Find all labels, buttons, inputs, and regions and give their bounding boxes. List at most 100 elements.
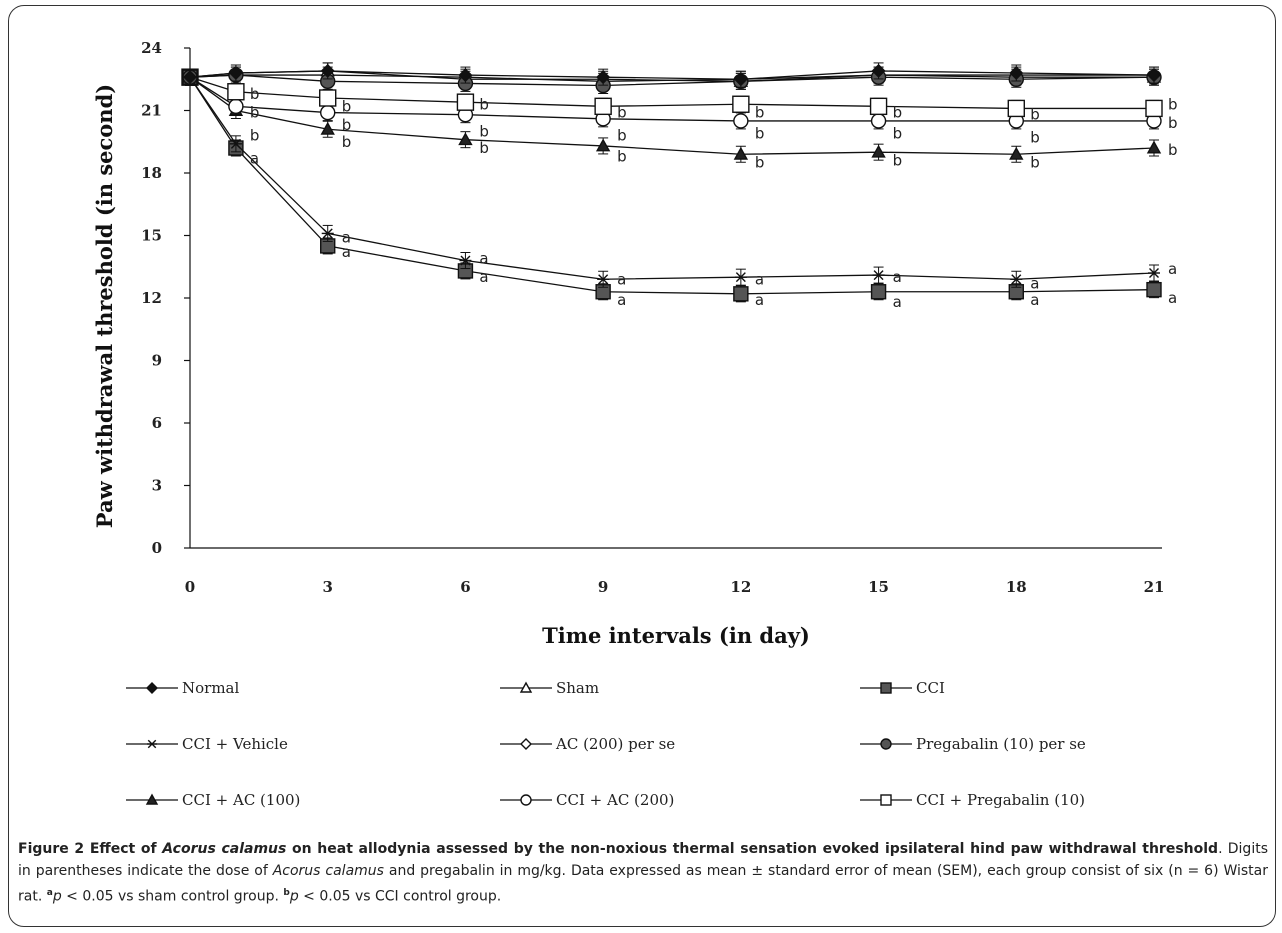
chart-axes: 0 3 6 9 12 15 18 21 24 0 3 6 9 12 15 18 21 [141, 39, 1164, 596]
legend-label: Sham [556, 679, 599, 697]
data-point [1148, 268, 1160, 278]
y-tick-label: 21 [141, 102, 162, 120]
legend-label: CCI + AC (200) [556, 791, 674, 809]
marker-shape [228, 66, 243, 80]
data-point [1009, 146, 1024, 160]
marker-shape [869, 97, 888, 116]
marker-shape [1009, 146, 1024, 160]
caption-title-pre: Effect of [89, 841, 163, 857]
marker-shape [320, 121, 335, 135]
data-point [871, 63, 886, 78]
marker-shape [320, 104, 336, 121]
significance-label-a: a [617, 291, 626, 309]
caption-text-species: Acorus calamus [272, 863, 384, 879]
marker-stroke [598, 274, 609, 285]
significance-label-b: b [479, 139, 489, 157]
data-point [183, 70, 197, 85]
significance-label-a: a [755, 270, 764, 288]
significance-label-b: b [617, 127, 627, 145]
marker-shape [596, 70, 611, 85]
marker-shape [880, 682, 892, 694]
legend-item: CCI + AC (100) [126, 791, 300, 809]
marker-shape [1147, 68, 1161, 83]
marker-shape [319, 89, 337, 107]
marker-shape [733, 146, 749, 160]
caption-text-a1: . Digits in parentheses indicate the dos… [18, 841, 1268, 879]
line-chart: 0 3 6 9 12 15 18 21 24 0 3 6 9 12 15 18 21 Paw withdrawa… [92, 39, 1178, 809]
significance-label-b: b [479, 95, 489, 113]
marker-stroke [1149, 268, 1159, 278]
marker-shape [145, 793, 159, 805]
data-point [1146, 140, 1162, 154]
significance-label-a: a [1030, 291, 1039, 309]
data-point [732, 95, 750, 113]
caption-sig-a-mark: a [46, 888, 53, 898]
significance-label-b: b [893, 124, 903, 142]
significance-label-a: a [893, 293, 902, 311]
marker-shape [320, 63, 335, 78]
significance-label-b: b [1030, 106, 1040, 124]
marker-shape [871, 144, 886, 158]
caption-sig-b-rest: < 0.05 vs CCI control group. [298, 888, 502, 905]
data-point [458, 132, 473, 146]
significance-label-b: b [250, 85, 260, 103]
y-tick-label: 0 [152, 539, 162, 557]
figure-caption: Figure 2 Effect of Acorus calamus on hea… [18, 838, 1268, 908]
figure-frame [8, 5, 1276, 927]
x-tick-label: 6 [460, 578, 470, 596]
marker-shape [146, 682, 158, 694]
significance-label-b: b [1168, 114, 1178, 132]
data-point [320, 104, 336, 121]
legend-item: Normal [126, 679, 239, 697]
data-point [320, 63, 335, 78]
marker-shape [880, 738, 892, 750]
data-point [320, 121, 335, 135]
data-point [597, 274, 610, 285]
marker-shape [1007, 99, 1025, 118]
y-tick-label: 24 [141, 39, 162, 57]
legend-label: AC (200) per se [555, 735, 675, 753]
data-point [594, 97, 612, 116]
x-tick-label: 3 [322, 578, 332, 596]
marker-shape [228, 98, 244, 115]
data-point [1146, 281, 1162, 298]
significance-label-b: b [250, 104, 260, 122]
x-tick-label: 15 [868, 578, 889, 596]
significance-label-b: b [1168, 95, 1178, 113]
legend-marker [880, 738, 892, 750]
marker-shape [456, 93, 475, 111]
data-point [319, 89, 337, 107]
data-point [1145, 99, 1163, 118]
caption-title-post: on heat allodynia assessed by the non-no… [286, 841, 1219, 857]
y-tick-label: 12 [141, 289, 162, 307]
marker-stroke [322, 228, 333, 239]
caption-title-species: Acorus calamus [162, 841, 287, 857]
significance-label-a: a [755, 291, 764, 309]
marker-shape [733, 286, 749, 302]
marker-shape [458, 68, 473, 83]
significance-label-a: a [1168, 289, 1177, 307]
significance-label-b: b [1030, 129, 1040, 147]
legend-label: CCI + AC (100) [182, 791, 300, 809]
data-point [229, 138, 242, 149]
marker-shape [183, 70, 197, 85]
significance-label-b: b [755, 124, 765, 142]
marker-shape [870, 113, 887, 129]
data-point [596, 70, 611, 85]
marker-stroke [147, 739, 157, 749]
marker-shape [1146, 140, 1162, 154]
significance-label-a: a [250, 149, 259, 167]
data-point [870, 113, 887, 129]
legend-item: CCI + AC (200) [500, 791, 674, 809]
legend-label: Pregabalin (10) per se [916, 735, 1086, 753]
marker-shape [1146, 281, 1162, 298]
significance-label-b: b [617, 147, 627, 165]
caption-sig-a-p: p [52, 888, 62, 905]
marker-stroke [230, 138, 241, 149]
marker-shape [733, 113, 749, 129]
data-point [1009, 66, 1024, 80]
data-point [869, 97, 888, 116]
data-point [321, 228, 334, 239]
legend-label: CCI + Vehicle [182, 735, 288, 753]
legend-item: CCI [860, 679, 945, 697]
